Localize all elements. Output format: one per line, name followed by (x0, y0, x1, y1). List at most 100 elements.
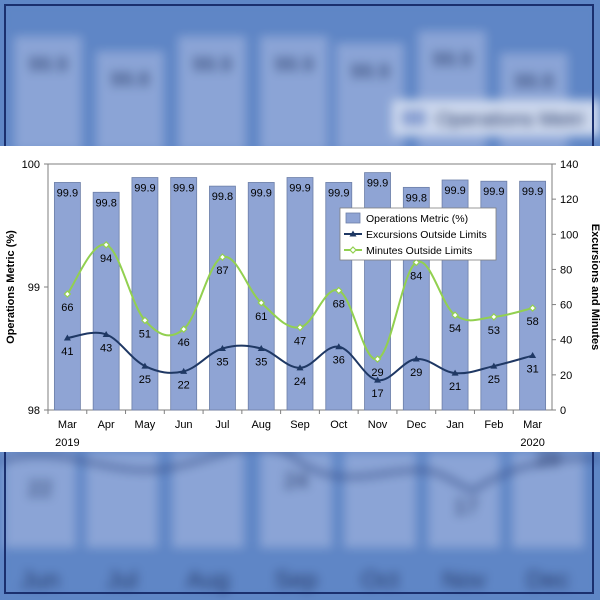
x-tick-label: Aug (251, 419, 271, 431)
bar-value-label: 99.9 (134, 183, 155, 195)
background-month-label: Jun (21, 567, 60, 594)
series-point (374, 376, 382, 383)
series-point-label: 25 (139, 374, 151, 386)
background-bar-label: 99.8 (515, 71, 554, 93)
background-bar-label: 99.9 (275, 54, 314, 76)
bar-value-label: 99.8 (212, 191, 233, 203)
series-point-label: 43 (100, 342, 112, 354)
series-point (529, 352, 537, 359)
series-point-label: 54 (449, 323, 461, 335)
series-point (102, 240, 111, 249)
background-bar-label: 99.9 (193, 54, 232, 76)
series-point (141, 316, 149, 325)
bar (131, 177, 159, 411)
background-bar (172, 452, 244, 548)
bar-value-label: 99.9 (251, 187, 272, 199)
series-point (296, 323, 304, 332)
series-point (218, 253, 227, 261)
legend-label: Operations Metric (%) (366, 213, 468, 225)
background-month-label: Dec (527, 567, 570, 594)
left-tick-label: 100 (22, 159, 40, 171)
series-point-label: 46 (178, 337, 190, 349)
background-month-label: Sep (275, 567, 318, 594)
background-month-label: Oct (361, 567, 399, 594)
series-point (102, 330, 110, 337)
series-point (179, 325, 188, 334)
series-point-label: 29 (371, 367, 383, 379)
right-tick-label: 80 (560, 264, 572, 276)
background-line (0, 445, 600, 492)
background-bar (344, 452, 416, 548)
right-tick-label: 100 (560, 229, 578, 241)
x-tick-label: Jul (215, 419, 229, 431)
series-point-label: 66 (61, 302, 73, 314)
series-point (412, 258, 421, 267)
x-tick-label: Jan (446, 419, 464, 431)
legend-box (339, 207, 497, 261)
bar (247, 182, 275, 411)
x-tick-label: Jun (175, 419, 193, 431)
background-legend (392, 100, 600, 136)
background-value-label: 17 (454, 494, 478, 519)
right-tick-label: 20 (560, 370, 572, 382)
series-point-label: 87 (216, 265, 228, 277)
bar-value-label: 99.9 (173, 183, 194, 195)
series-point-label: 17 (371, 388, 383, 400)
series-point (528, 304, 537, 312)
background-month-label: Aug (187, 567, 230, 594)
series-point-label: 25 (488, 374, 500, 386)
series-point-label: 21 (449, 381, 461, 393)
left-tick-label: 99 (28, 282, 40, 294)
series-point-label: 36 (333, 355, 345, 367)
legend-swatch (345, 212, 361, 224)
series-point (489, 313, 498, 321)
background-bar (178, 36, 246, 151)
bar-value-label: 99.9 (289, 183, 310, 195)
background-bar-label: 99.8 (111, 69, 150, 91)
series-point-label: 58 (526, 316, 538, 328)
x-year-label: 2019 (55, 437, 79, 449)
background-bar-label: 99.9 (433, 49, 472, 71)
right-tick-label: 40 (560, 335, 572, 347)
background-month-label: Jul (107, 567, 138, 594)
background-top-bars: 99.9 99.8 99.9 99.9 99.9 99.9 99.8 Operations M… (14, 31, 600, 151)
series-point-label: 31 (526, 364, 538, 376)
right-tick-label: 0 (560, 405, 566, 417)
series-point (412, 355, 420, 362)
background-bar (260, 452, 332, 548)
left-axis-title: Operations Metric (%) (5, 230, 17, 344)
series-point (451, 369, 459, 376)
series-point-label: 35 (216, 357, 228, 369)
bar (519, 180, 547, 411)
series-point (218, 345, 226, 351)
series-point (296, 364, 304, 371)
series-point (373, 355, 382, 363)
series-point (490, 362, 498, 369)
x-tick-label: Oct (330, 419, 347, 431)
background-bar-label: 99.9 (29, 54, 68, 76)
background-value-label: 24 (284, 468, 308, 493)
series-point-label: 94 (100, 253, 112, 265)
bar-value-label: 99.9 (57, 187, 78, 199)
bar-value-label: 99.9 (483, 186, 504, 198)
right-axis-title: Excursions and Minutes (589, 224, 600, 351)
right-tick-label: 140 (560, 159, 578, 171)
x-tick-label: Mar (523, 419, 542, 431)
legend-label: Excursions Outside Limits (366, 229, 487, 241)
bar-value-label: 99.9 (522, 186, 543, 198)
right-tick-label: 60 (560, 300, 572, 312)
background-legend-text: Operations Metri (436, 109, 584, 131)
background-bar (14, 36, 82, 151)
bar-value-label: 99.9 (444, 185, 465, 197)
series-point-label: 35 (255, 357, 267, 369)
x-tick-label: Feb (484, 419, 503, 431)
chart: 99.9 99.8 99.9 99.9 99.8 99.9 99.9 99.9 99.9 99.8… (5, 159, 600, 449)
series-point-label: 29 (410, 367, 422, 379)
bar-value-label: 99.9 (328, 187, 349, 199)
series-point-label: 84 (410, 270, 422, 282)
bar (209, 185, 236, 411)
bar-value-label: 99.8 (406, 192, 427, 204)
series-point (257, 298, 266, 307)
bar (92, 191, 120, 411)
background-month-label: Nov (443, 567, 486, 594)
